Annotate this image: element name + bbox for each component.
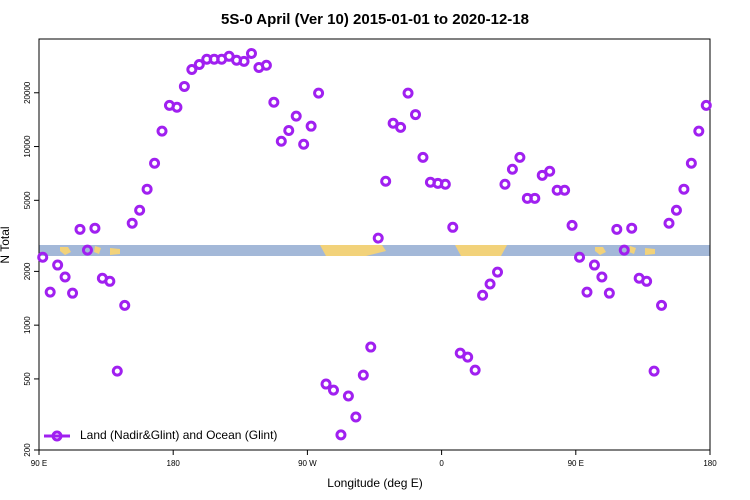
data-point xyxy=(469,364,481,376)
data-point xyxy=(74,223,86,235)
x-tick-label: 90 E xyxy=(31,459,47,468)
y-tick-label: 5000 xyxy=(23,191,32,209)
data-point xyxy=(700,99,712,111)
data-point xyxy=(44,286,56,298)
legend-marker xyxy=(51,430,63,442)
data-point xyxy=(670,204,682,216)
data-point xyxy=(313,87,325,99)
data-point xyxy=(626,222,638,234)
data-point xyxy=(529,192,541,204)
data-point xyxy=(193,58,205,70)
data-point xyxy=(603,287,615,299)
data-point xyxy=(37,251,49,263)
x-tick-label: 0 xyxy=(439,459,444,468)
x-tick-label: 90 E xyxy=(568,459,584,468)
data-point xyxy=(268,96,280,108)
data-point xyxy=(327,384,339,396)
y-tick-label: 10000 xyxy=(23,135,32,158)
data-point xyxy=(126,217,138,229)
data-point xyxy=(477,289,489,301)
data-point xyxy=(365,341,377,353)
data-point xyxy=(566,219,578,231)
data-point xyxy=(402,87,414,99)
data-point xyxy=(559,184,571,196)
chart-title: 5S-0 April (Ver 10) 2015-01-01 to 2020-1… xyxy=(221,11,529,28)
data-point xyxy=(380,175,392,187)
y-tick-label: 20000 xyxy=(23,81,32,104)
data-point xyxy=(618,244,630,256)
data-point xyxy=(492,266,504,278)
data-point xyxy=(320,378,332,390)
data-point xyxy=(104,275,116,287)
data-point xyxy=(574,251,586,263)
data-point xyxy=(506,163,518,175)
data-point xyxy=(156,125,168,137)
data-point xyxy=(648,365,660,377)
data-point xyxy=(350,411,362,423)
plot-frame xyxy=(38,38,711,451)
data-point xyxy=(260,59,272,71)
data-point xyxy=(357,369,369,381)
data-point xyxy=(395,121,407,133)
x-tick-label: 180 xyxy=(167,459,181,468)
data-point xyxy=(611,223,623,235)
data-point xyxy=(81,244,93,256)
data-point xyxy=(149,157,161,169)
data-point xyxy=(52,259,64,271)
data-point xyxy=(410,109,422,121)
x-axis-label: Longitude (deg E) xyxy=(327,476,422,490)
data-point xyxy=(290,110,302,122)
data-point xyxy=(186,63,198,75)
data-point xyxy=(514,151,526,163)
data-point xyxy=(335,429,347,441)
y-tick-label: 2000 xyxy=(23,262,32,280)
x-tick-label: 90 W xyxy=(298,459,317,468)
legend-label: Land (Nadir&Glint) and Ocean (Glint) xyxy=(80,428,277,442)
land-shapes xyxy=(60,245,655,256)
data-point xyxy=(641,275,653,287)
data-point xyxy=(89,222,101,234)
y-tick-label: 200 xyxy=(23,443,32,457)
data-point xyxy=(119,299,131,311)
data-point xyxy=(656,299,668,311)
data-point xyxy=(417,151,429,163)
data-point xyxy=(238,55,250,67)
data-point xyxy=(678,183,690,195)
y-tick-label: 500 xyxy=(23,372,32,386)
data-point xyxy=(439,178,451,190)
data-point xyxy=(283,124,295,136)
data-point xyxy=(462,351,474,363)
data-point xyxy=(67,287,79,299)
data-point xyxy=(178,80,190,92)
y-tick-label: 1000 xyxy=(23,316,32,334)
land-band xyxy=(39,245,710,256)
data-point xyxy=(588,259,600,271)
data-point xyxy=(484,278,496,290)
data-point xyxy=(305,120,317,132)
data-point xyxy=(693,125,705,137)
data-point xyxy=(581,286,593,298)
data-point xyxy=(685,157,697,169)
y-axis-label: N Total xyxy=(0,226,12,263)
x-tick-label: 180 xyxy=(703,459,717,468)
data-point xyxy=(171,101,183,113)
data-point xyxy=(544,165,556,177)
data-point xyxy=(275,135,287,147)
data-point xyxy=(663,217,675,229)
data-point xyxy=(141,183,153,195)
data-point xyxy=(59,271,71,283)
data-point xyxy=(111,365,123,377)
data-point xyxy=(245,47,257,59)
data-point xyxy=(134,204,146,216)
data-point xyxy=(447,221,459,233)
data-point xyxy=(596,271,608,283)
data-point xyxy=(298,138,310,150)
data-point xyxy=(499,178,511,190)
data-point xyxy=(342,390,354,402)
data-point xyxy=(372,232,384,244)
